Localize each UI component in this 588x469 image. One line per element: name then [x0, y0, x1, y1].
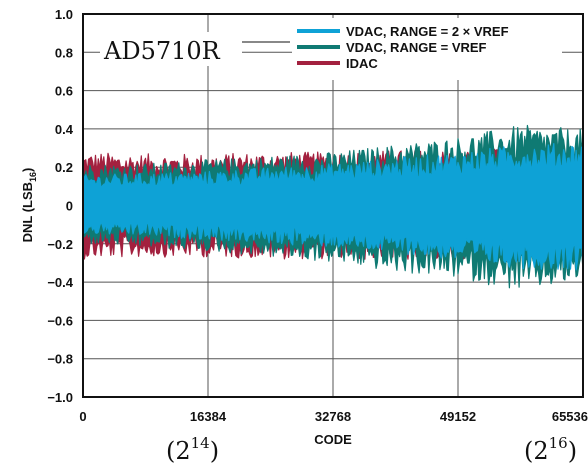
y-tick-label: 0 — [66, 199, 73, 214]
y-tick-labels: −1.0 −0.8 −0.6 −0.4 −0.2 0 0.2 0.4 0.6 0.8 1.0 — [47, 7, 73, 405]
x-tick-labels: 0 16384 32768 49152 65536 — [79, 409, 588, 424]
y-tick-label: −0.4 — [47, 275, 73, 290]
x-tick-label: 49152 — [440, 409, 476, 424]
y-tick-label: 0.4 — [55, 122, 74, 137]
x-tick-label: 16384 — [190, 409, 227, 424]
y-axis-label: DNL (LSB16) — [20, 168, 38, 243]
plot-frame — [82, 13, 584, 398]
legend-label: VDAC, RANGE = VREF — [346, 40, 487, 55]
device-title: AD5710R — [103, 37, 221, 65]
x-axis-label: CODE — [314, 432, 352, 447]
legend-label: VDAC, RANGE = 2 × VREF — [346, 24, 509, 39]
y-tick-label: −0.8 — [47, 352, 73, 367]
series-group — [83, 124, 583, 289]
legend-label: IDAC — [346, 56, 378, 71]
x-tick-label: 0 — [79, 409, 86, 424]
y-tick-label: 0.6 — [55, 84, 73, 99]
x-annotation-2-16: (216) — [524, 434, 578, 465]
y-tick-label: 1.0 — [55, 7, 73, 22]
y-tick-label: −0.2 — [47, 237, 73, 252]
x-tick-label: 65536 — [552, 409, 588, 424]
series-vdac-range-2-vref — [83, 143, 583, 271]
series-band — [83, 143, 583, 271]
y-tick-label: 0.8 — [55, 45, 73, 60]
title-background — [100, 32, 242, 66]
y-tick-label: −1.0 — [47, 390, 73, 405]
x-tick-label: 32768 — [315, 409, 351, 424]
y-tick-label: −0.6 — [47, 313, 73, 328]
x-annotation-2-14: (214) — [166, 434, 220, 465]
y-tick-label: 0.2 — [55, 160, 73, 175]
